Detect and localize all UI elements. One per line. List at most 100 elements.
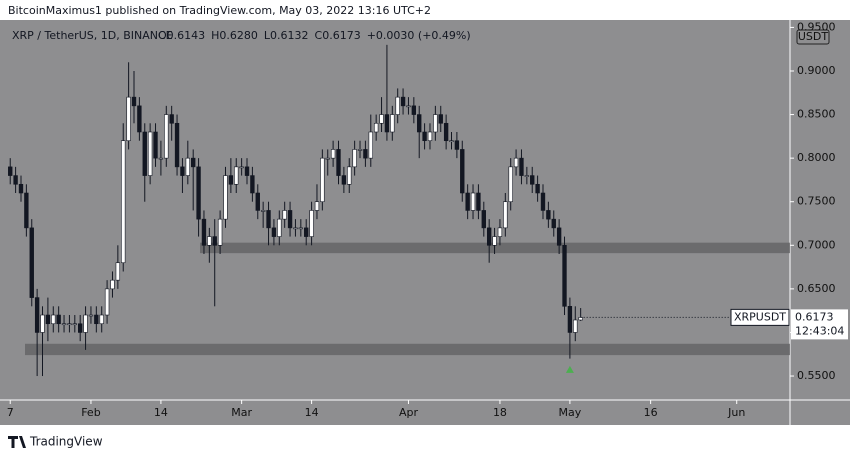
- y-tick-label: 0.7500: [797, 195, 836, 208]
- candle-body: [78, 323, 83, 333]
- y-tick-label: 0.6500: [797, 282, 836, 295]
- candle-body: [174, 122, 180, 168]
- candle-body: [460, 149, 465, 194]
- candle-body: [164, 114, 169, 159]
- x-tick-label: 18: [493, 406, 507, 419]
- candle-body: [443, 122, 449, 142]
- legend: XRP / TetherUS, 1D, BINANCE O0.6143 H0.62…: [12, 29, 471, 42]
- x-tick-label: May: [559, 406, 582, 419]
- candle-body: [223, 175, 228, 220]
- candle-body: [271, 227, 277, 237]
- candle-body: [433, 114, 438, 133]
- candle-body: [508, 166, 513, 203]
- candle-body: [379, 114, 384, 124]
- candle-body: [293, 227, 298, 230]
- candle-body: [562, 244, 567, 307]
- candle-body: [535, 183, 540, 194]
- candle-body: [61, 323, 67, 326]
- candle-body: [314, 201, 320, 211]
- candle-body: [196, 166, 201, 220]
- candle-body: [530, 175, 535, 185]
- candle-body: [406, 105, 411, 108]
- price-tag-value: 0.6173: [795, 310, 834, 323]
- y-tick-label: 0.7000: [797, 238, 836, 251]
- ohlc-value: +0.0030 (+0.49%): [367, 29, 471, 42]
- candle-body: [29, 227, 34, 298]
- currency: USDT: [798, 30, 829, 43]
- candle-body: [260, 210, 266, 212]
- x-tick-label: Mar: [231, 406, 252, 419]
- candle-body: [573, 319, 578, 333]
- candle-body: [503, 201, 508, 229]
- candle-body: [137, 105, 142, 133]
- candle-body: [126, 96, 131, 142]
- price-tag-box: [791, 309, 848, 340]
- candle-body: [352, 149, 357, 168]
- candle-body: [347, 166, 352, 185]
- candle-body: [330, 149, 336, 159]
- candle-body: [234, 166, 239, 185]
- candle-body: [513, 157, 519, 168]
- candle-body: [320, 157, 325, 203]
- candle-body: [40, 314, 45, 333]
- candle-body: [56, 314, 61, 325]
- candle-body: [481, 210, 486, 229]
- candle-body: [250, 175, 255, 194]
- candle-body: [239, 166, 244, 169]
- candle-body: [121, 140, 126, 264]
- y-tick-label: 0.9500: [797, 20, 836, 33]
- candle-body: [99, 314, 104, 325]
- candle-body: [304, 227, 309, 237]
- candle-body: [417, 114, 422, 133]
- candle-body: [34, 297, 40, 333]
- candle-body: [551, 218, 556, 229]
- candle-body: [277, 218, 282, 237]
- candle-body: [309, 210, 314, 237]
- candle-body: [449, 140, 454, 143]
- candle-body: [524, 175, 530, 177]
- candle-body: [131, 96, 137, 107]
- candle-body: [67, 323, 72, 326]
- x-tick-label: 7: [7, 406, 14, 419]
- candle-body: [110, 279, 115, 290]
- candle-body: [94, 314, 99, 325]
- candle-body: [390, 114, 395, 133]
- plot: [8, 44, 790, 377]
- y-tick-label: 0.9000: [797, 64, 836, 77]
- candle-body: [363, 149, 368, 159]
- candle-body: [454, 140, 460, 150]
- candle-body: [72, 323, 77, 326]
- candle-body: [556, 227, 562, 246]
- price-tag-name: XRPUSDT: [734, 310, 786, 323]
- candle-body: [13, 175, 18, 185]
- price-tag-countdown: 12:43:04: [795, 324, 844, 337]
- candle-body: [357, 149, 363, 151]
- candle-body: [212, 236, 217, 246]
- symbol-info: XRP / TetherUS, 1D, BINANCE: [12, 29, 173, 42]
- candle-body: [185, 157, 190, 176]
- candle-body: [169, 114, 174, 124]
- footer: TradingView: [29, 435, 103, 449]
- candle-body: [104, 288, 110, 316]
- candle-body: [255, 192, 260, 211]
- candle-body: [567, 306, 573, 333]
- candle-body: [470, 192, 476, 211]
- candle-body: [411, 105, 417, 115]
- y-tick-label: 0.8000: [797, 151, 836, 164]
- candle-body: [191, 157, 196, 168]
- candle-body: [8, 166, 13, 176]
- x-tick-label: 16: [644, 406, 658, 419]
- candle-body: [384, 114, 390, 133]
- candle-body: [24, 192, 29, 229]
- candle-body: [395, 96, 400, 115]
- candle-body: [438, 114, 443, 124]
- candle-body: [497, 227, 503, 237]
- candle-body: [83, 314, 88, 333]
- x-tick-label: 14: [154, 406, 168, 419]
- candle-body: [158, 157, 164, 160]
- candle-body: [115, 262, 121, 281]
- candle-body: [201, 218, 207, 246]
- candle-body: [427, 131, 433, 142]
- candle-body: [88, 314, 94, 317]
